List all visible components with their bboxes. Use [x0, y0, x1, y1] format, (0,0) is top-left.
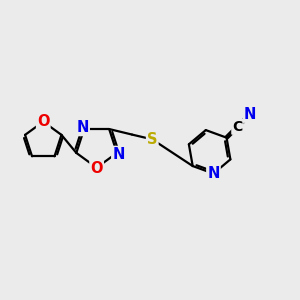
Text: N: N — [207, 166, 220, 181]
Text: N: N — [244, 107, 256, 122]
Text: O: O — [37, 114, 50, 129]
Text: S: S — [147, 132, 158, 147]
Text: O: O — [90, 161, 103, 176]
Text: N: N — [112, 147, 124, 162]
Text: C: C — [232, 120, 243, 134]
Text: N: N — [76, 120, 89, 135]
